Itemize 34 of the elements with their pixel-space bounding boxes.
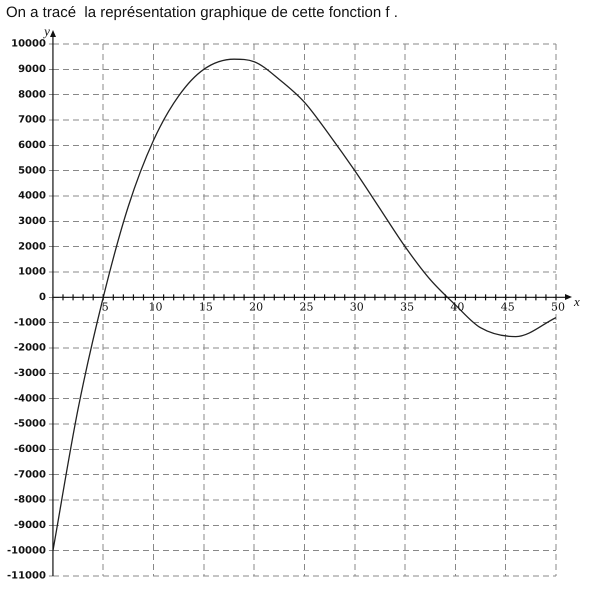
- y-tick-label: -10000: [6, 545, 46, 556]
- x-tick-label: 50: [551, 300, 565, 314]
- y-tick-label: 2000: [18, 241, 46, 252]
- y-tick-label: 4000: [18, 190, 46, 202]
- x-tick-label: 5: [102, 300, 109, 314]
- y-tick-label: -6000: [14, 444, 46, 455]
- x-tick-label: 20: [249, 300, 264, 314]
- y-tick-label: 10000: [11, 38, 46, 50]
- y-tick-label: -9000: [14, 520, 46, 531]
- x-axis-title: x: [573, 294, 580, 309]
- y-tick-label: 9000: [18, 64, 46, 75]
- y-tick-label: -7000: [14, 469, 46, 480]
- y-tick-label: 1000: [18, 266, 46, 278]
- x-tick-label: 30: [350, 300, 364, 314]
- y-tick-label: -4000: [14, 393, 46, 404]
- x-tick-label: 25: [299, 300, 314, 314]
- y-tick-label: -11000: [6, 570, 46, 582]
- y-tick-label: 3000: [18, 216, 46, 227]
- chart-title: On a tracé la représentation graphique de cette fonction f .: [6, 4, 398, 21]
- y-tick-label: 6000: [18, 140, 46, 151]
- y-tick-label: 8000: [18, 89, 46, 100]
- y-tick-label: -3000: [14, 368, 46, 379]
- y-tick-label: -1000: [14, 317, 46, 328]
- y-tick-label: 0: [38, 292, 46, 303]
- x-tick-label: 10: [148, 300, 163, 314]
- y-axis-title: y: [42, 23, 50, 38]
- y-tick-label: -8000: [14, 494, 46, 506]
- x-tick-label: 45: [500, 300, 515, 314]
- y-tick-label: 5000: [18, 165, 46, 176]
- x-tick-label: 35: [400, 300, 414, 314]
- y-tick-label: 7000: [18, 114, 46, 126]
- x-tick-label: 15: [198, 300, 213, 314]
- y-tick-label: -2000: [14, 342, 46, 354]
- y-tick-label: -5000: [14, 418, 46, 430]
